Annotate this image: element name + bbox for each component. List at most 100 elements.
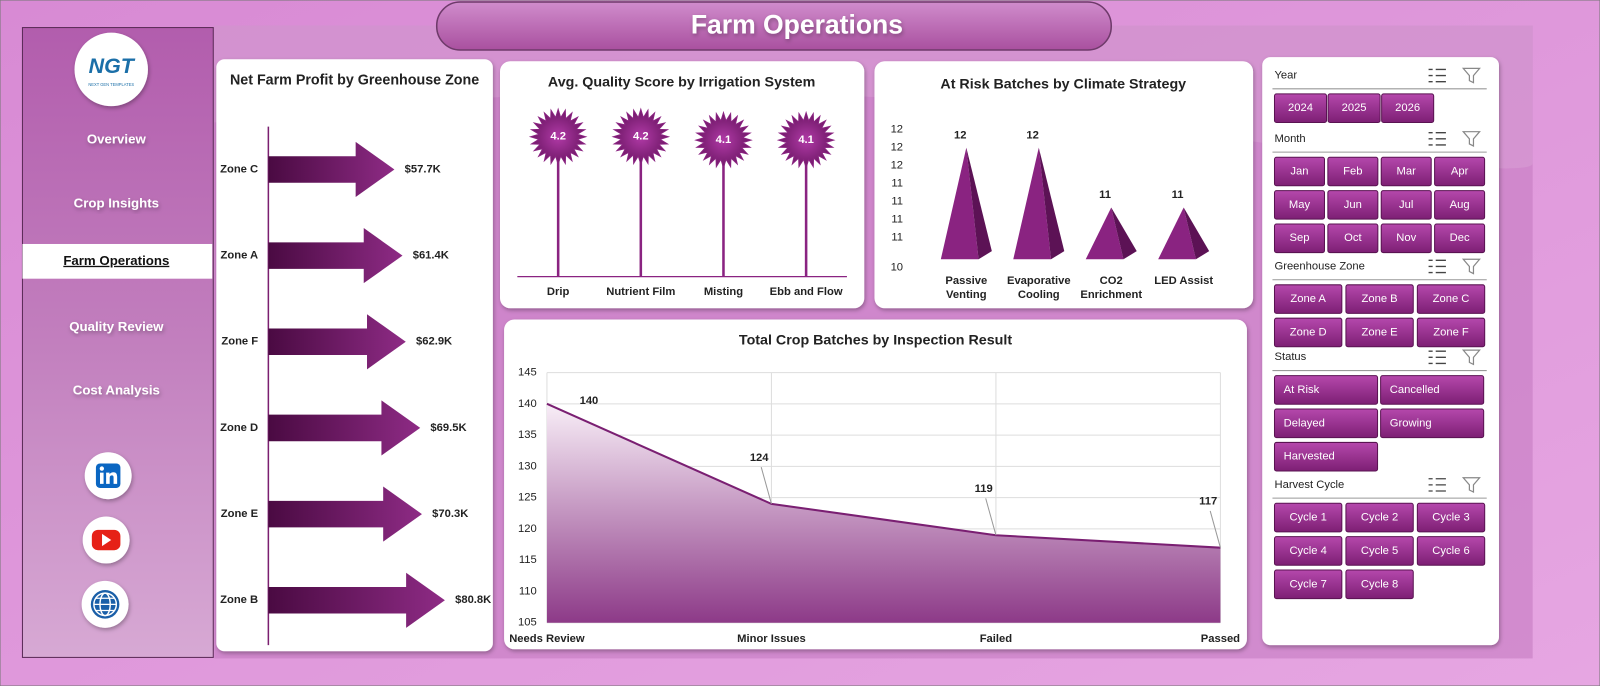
slicer-button[interactable]: [1273, 190, 1326, 220]
value-label: 11: [1099, 189, 1111, 201]
slicer-item[interactable]: Cycle 6: [1432, 545, 1469, 557]
slicer-item[interactable]: Delayed: [1284, 417, 1325, 429]
slicer-button[interactable]: [1273, 441, 1379, 472]
slicer-item[interactable]: Jul: [1399, 199, 1413, 211]
slicer-title: Harvest Cycle: [1274, 479, 1344, 491]
slicer-item[interactable]: Jan: [1290, 165, 1308, 177]
slicer-item[interactable]: Mar: [1397, 165, 1417, 177]
linkedin-icon[interactable]: [84, 452, 132, 500]
slicer-item[interactable]: Cancelled: [1390, 384, 1440, 396]
slicer-button[interactable]: [1416, 502, 1486, 533]
slicer-item[interactable]: Zone D: [1290, 326, 1327, 338]
slicer-item[interactable]: Apr: [1451, 165, 1469, 177]
slicer-button[interactable]: [1327, 93, 1381, 124]
slicer-button[interactable]: [1434, 223, 1486, 254]
line: [546, 402, 1221, 549]
slicer-button[interactable]: [1416, 317, 1486, 348]
slicer-item[interactable]: 2024: [1288, 102, 1313, 114]
slicer-item[interactable]: Nov: [1396, 232, 1416, 244]
slicer-button[interactable]: [1273, 569, 1343, 600]
nav-item[interactable]: Farm Operations: [63, 253, 169, 268]
clear-filter-icon[interactable]: [1461, 477, 1481, 494]
pyramid: [1013, 147, 1065, 260]
slicer-button[interactable]: [1434, 190, 1486, 220]
slicer-item[interactable]: Cycle 7: [1289, 578, 1326, 590]
multi-select-icon[interactable]: [1428, 259, 1446, 274]
slicer-button[interactable]: [1416, 284, 1486, 314]
category-label: Zone A: [221, 250, 259, 262]
slicer-item[interactable]: Cycle 5: [1361, 545, 1398, 557]
slicer-item[interactable]: Cycle 4: [1289, 545, 1326, 557]
slicer-item[interactable]: May: [1289, 199, 1311, 211]
slicer-item[interactable]: Oct: [1344, 232, 1362, 244]
slicer-item[interactable]: Zone F: [1433, 326, 1469, 338]
slicer-button[interactable]: [1380, 223, 1432, 254]
slicer-item[interactable]: Cycle 1: [1289, 512, 1326, 524]
page-title: Farm Operations: [691, 10, 903, 40]
slicer-button[interactable]: [1416, 536, 1486, 566]
slicer-button[interactable]: [1273, 408, 1379, 439]
slicer-button[interactable]: [1327, 190, 1379, 220]
youtube-icon[interactable]: [82, 516, 130, 564]
value-label: 12: [954, 129, 966, 141]
slicer-title: Month: [1274, 133, 1305, 145]
nav-item[interactable]: Quality Review: [69, 319, 164, 334]
slicer-item[interactable]: 2026: [1395, 102, 1420, 114]
nav-item[interactable]: Cost Analysis: [73, 382, 160, 397]
slicer-item[interactable]: Zone E: [1362, 326, 1398, 338]
slicer-button[interactable]: [1380, 190, 1432, 220]
slicer-item[interactable]: Zone B: [1362, 293, 1398, 305]
slicer-item[interactable]: Cycle 2: [1361, 512, 1398, 524]
slicer-button[interactable]: [1273, 93, 1328, 124]
slicer-button[interactable]: [1380, 408, 1485, 439]
slicer-item[interactable]: Aug: [1450, 199, 1470, 211]
slicer-item[interactable]: Feb: [1343, 165, 1362, 177]
slicer-button[interactable]: [1273, 502, 1343, 533]
slicer-button[interactable]: [1273, 375, 1379, 405]
slicer-item[interactable]: Zone A: [1290, 293, 1326, 305]
slicer-item[interactable]: At Risk: [1284, 384, 1320, 396]
clear-filter-icon[interactable]: [1461, 131, 1481, 147]
slicer-button[interactable]: [1273, 156, 1326, 187]
slicer-button[interactable]: [1434, 156, 1486, 187]
slicer-button[interactable]: [1381, 93, 1435, 124]
slicer-button[interactable]: [1327, 156, 1379, 187]
clear-filter-icon[interactable]: [1461, 349, 1481, 366]
y-tick-label: 105: [518, 617, 537, 629]
multi-select-icon[interactable]: [1428, 68, 1446, 83]
slicer-button[interactable]: [1380, 156, 1432, 187]
arrow-bar: [268, 314, 406, 370]
chart-title: Avg. Quality Score by Irrigation System: [548, 74, 815, 90]
clear-filter-icon[interactable]: [1461, 67, 1481, 84]
slicer-button[interactable]: [1273, 223, 1326, 254]
slicer-button[interactable]: [1380, 375, 1485, 405]
nav-item[interactable]: Overview: [87, 131, 147, 146]
slicer-button[interactable]: [1345, 317, 1414, 348]
slicer-button[interactable]: [1327, 223, 1379, 254]
slicer-item[interactable]: Dec: [1450, 232, 1470, 244]
value-label: $69.5K: [430, 422, 466, 434]
slicer-button[interactable]: [1273, 284, 1343, 314]
clear-filter-icon[interactable]: [1461, 258, 1481, 275]
multi-select-icon[interactable]: [1428, 350, 1446, 365]
nav-item[interactable]: Crop Insights: [74, 196, 159, 211]
slicer-item[interactable]: Cycle 3: [1432, 512, 1469, 524]
slicer-item[interactable]: Cycle 8: [1361, 578, 1398, 590]
slicer-button[interactable]: [1345, 569, 1414, 600]
multi-select-icon[interactable]: [1428, 478, 1446, 492]
slicer-item[interactable]: Jun: [1344, 199, 1362, 211]
slicer-item[interactable]: Sep: [1290, 232, 1310, 244]
slicer-item[interactable]: 2025: [1342, 102, 1367, 114]
slicer-button[interactable]: [1345, 284, 1414, 314]
slicer-button[interactable]: [1273, 536, 1343, 566]
slicer-item[interactable]: Harvested: [1284, 451, 1335, 463]
pyramid-side: [966, 147, 992, 260]
website-icon[interactable]: [81, 580, 129, 628]
slicer-item[interactable]: Zone C: [1433, 293, 1470, 305]
slicer-button[interactable]: [1345, 502, 1414, 533]
slicer-button[interactable]: [1345, 536, 1414, 566]
multi-select-icon[interactable]: [1428, 132, 1446, 146]
data-label: 119: [975, 483, 993, 495]
slicer-button[interactable]: [1273, 317, 1343, 348]
slicer-item[interactable]: Growing: [1390, 417, 1432, 429]
